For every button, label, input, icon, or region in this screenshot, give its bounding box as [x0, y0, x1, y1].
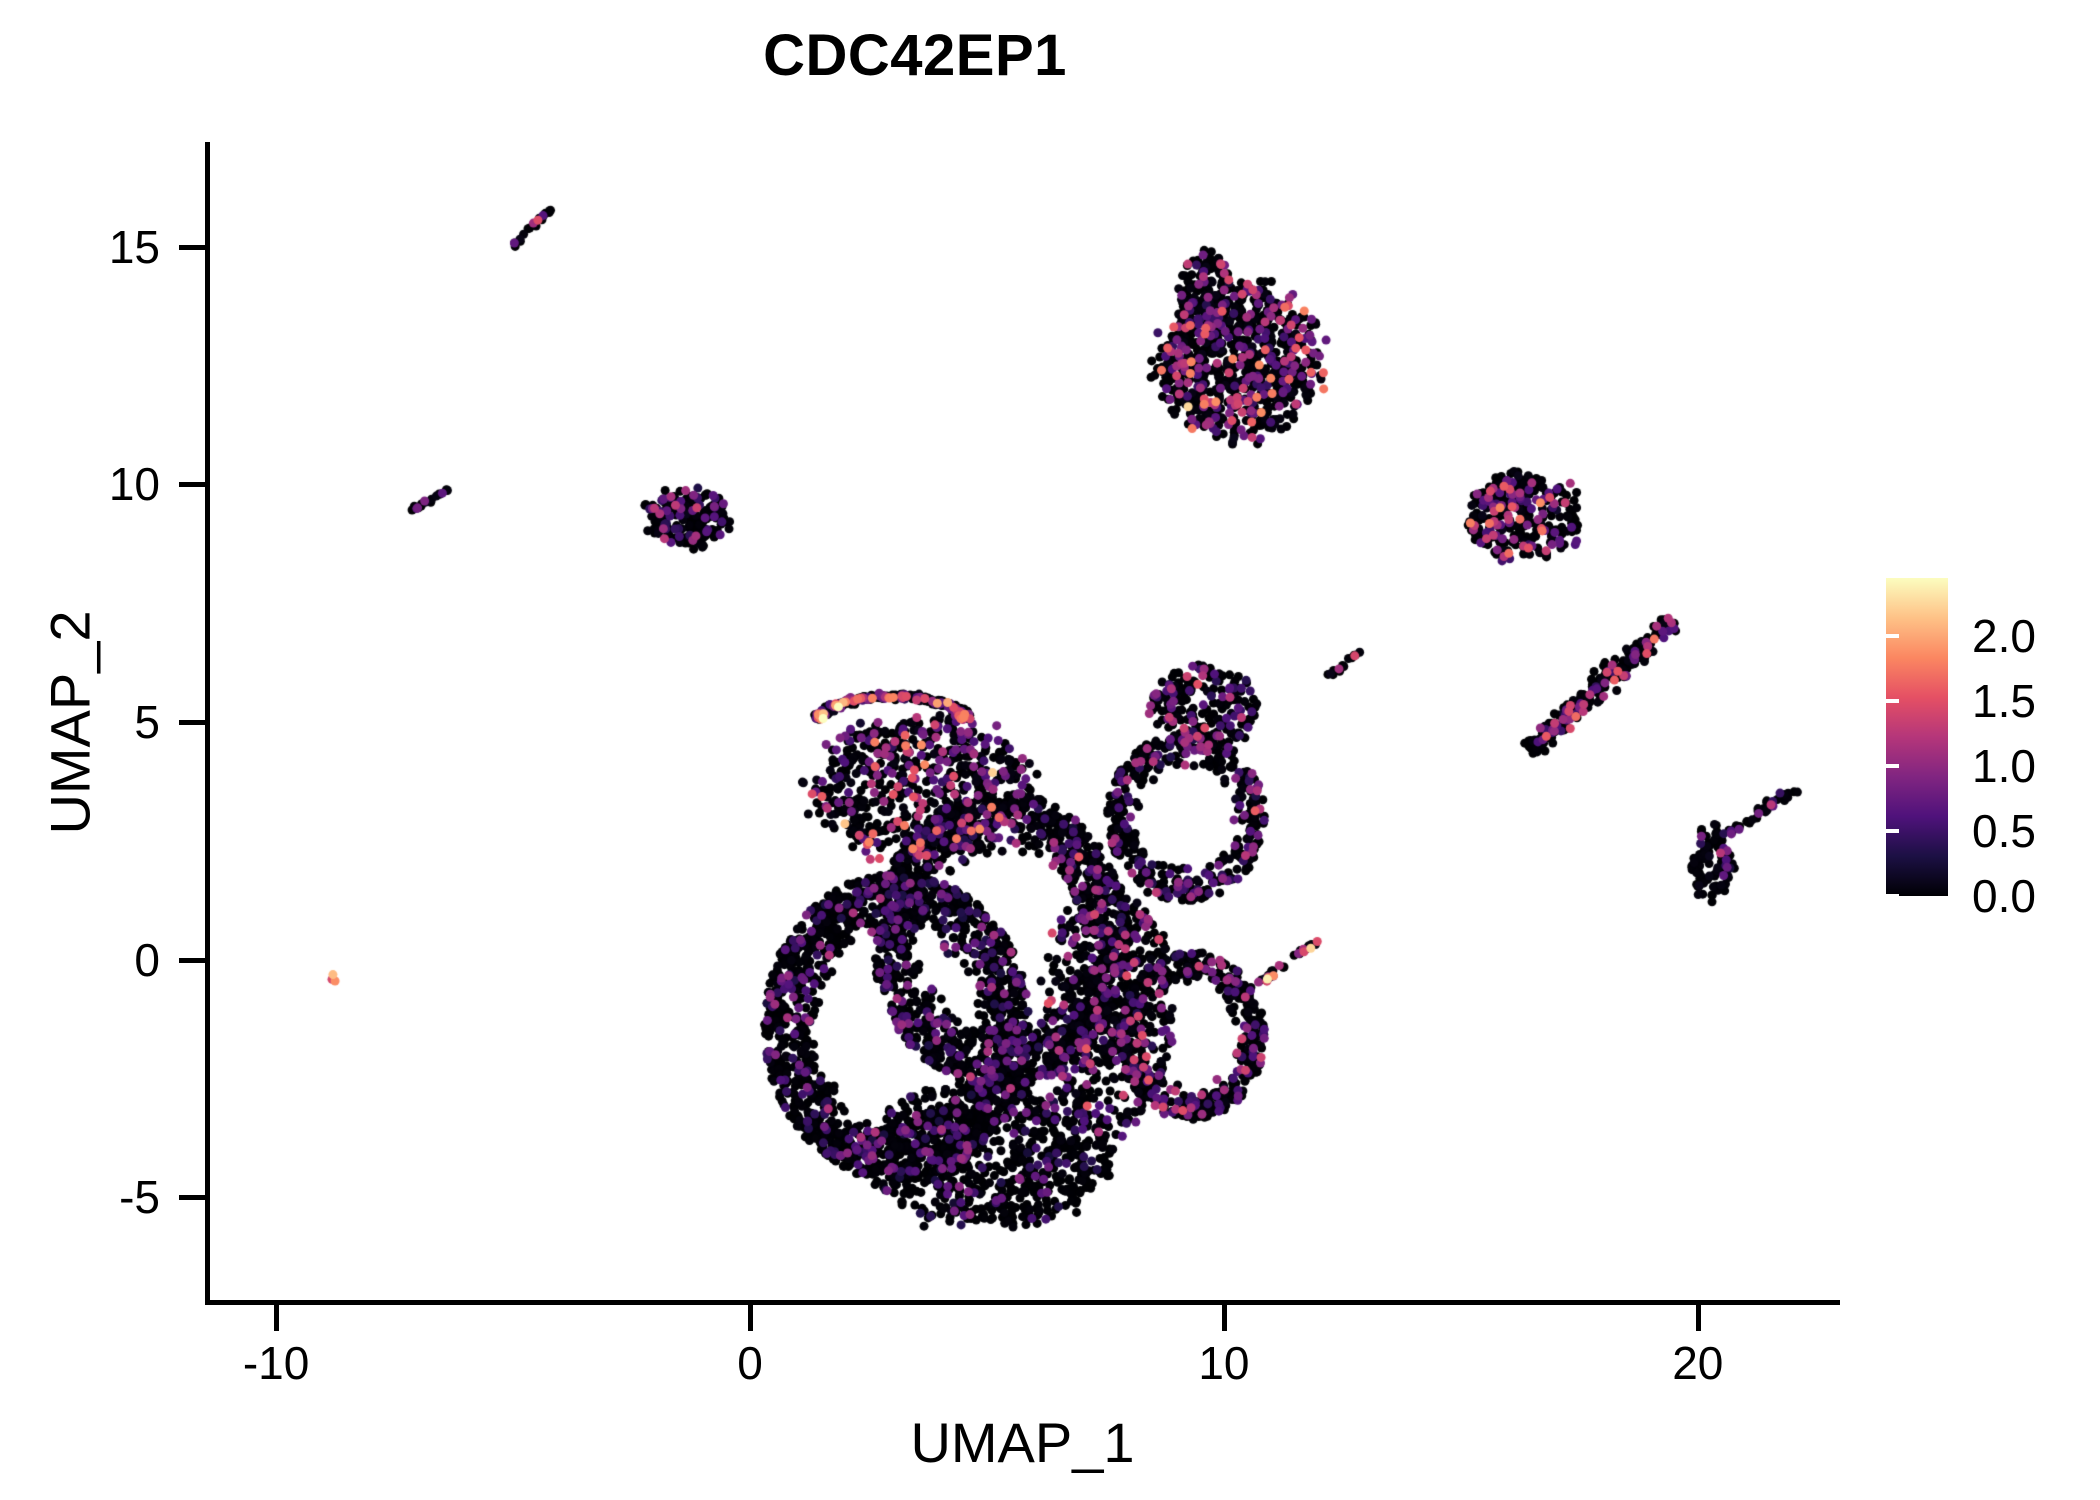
colorbar-tick-mark — [1886, 764, 1899, 769]
x-tick-label: 10 — [1198, 1337, 1250, 1389]
colorbar-tick-mark — [1886, 634, 1899, 639]
colorbar-tick-label: 0.0 — [1972, 870, 2036, 922]
y-tick-mark — [179, 957, 205, 963]
y-tick-label: -5 — [119, 1171, 160, 1224]
plot-panel — [205, 142, 1840, 1302]
x-tick-label: 0 — [737, 1337, 763, 1389]
colorbar-gradient — [1886, 578, 1948, 896]
y-axis-line — [205, 142, 210, 1305]
x-tick-mark — [1221, 1305, 1227, 1331]
colorbar-tick-label: 2.0 — [1972, 610, 2036, 663]
y-tick-label: 5 — [134, 696, 160, 748]
colorbar-tick-mark — [1873, 634, 1886, 639]
colorbar-tick-mark — [1873, 829, 1886, 834]
x-axis-line — [205, 1300, 1840, 1305]
y-tick-label: 0 — [134, 933, 160, 986]
colorbar-tick-label: 1.5 — [1972, 675, 2036, 728]
x-tick-label: 20 — [1672, 1337, 1724, 1389]
page-title: CDC42EP1 — [763, 23, 1067, 88]
x-tick-mark — [274, 1305, 280, 1331]
y-tick-mark — [179, 482, 205, 488]
y-tick-mark — [179, 720, 205, 725]
x-axis-label: UMAP_1 — [910, 1411, 1135, 1474]
x-tick-label: -10 — [242, 1337, 310, 1389]
colorbar-tick-mark — [1873, 764, 1886, 769]
colorbar-tick-label: 0.5 — [1972, 805, 2036, 858]
y-tick-label: 15 — [108, 220, 160, 273]
x-tick-mark — [1695, 1305, 1701, 1331]
y-tick-label: 10 — [108, 458, 160, 511]
colorbar-tick-label: 1.0 — [1972, 740, 2036, 793]
scatter-points-layer — [205, 142, 1840, 1302]
y-axis-label: UMAP_2 — [38, 610, 102, 835]
y-tick-mark — [179, 244, 205, 250]
colorbar-tick-mark — [1873, 894, 1886, 898]
colorbar-tick-mark — [1886, 699, 1899, 704]
x-tick-mark — [748, 1305, 753, 1331]
colorbar-tick-mark — [1886, 829, 1899, 834]
y-tick-mark — [179, 1195, 205, 1201]
colorbar-tick-mark — [1886, 894, 1899, 898]
colorbar-tick-mark — [1873, 699, 1886, 704]
